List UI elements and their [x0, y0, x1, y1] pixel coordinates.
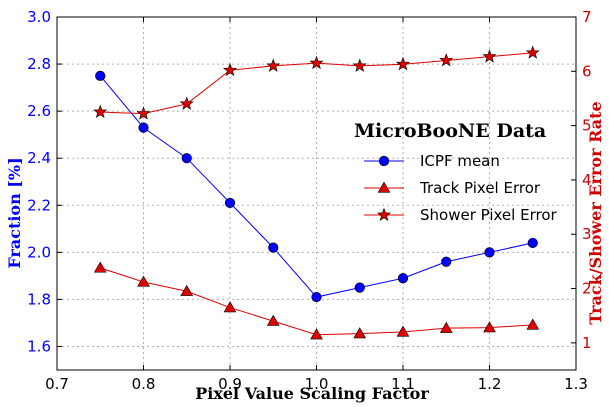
data-point [310, 328, 323, 340]
ticks-layer: 0.7 0.8 0.9 1.0 1.1 1.2 1.3 1.6 1.8 2.0 2.2 2.4 2.6 2… [27, 8, 591, 393]
data-point [179, 96, 194, 110]
data-point [439, 321, 453, 333]
series-shower-pixel-error [93, 45, 540, 120]
data-point [484, 247, 495, 258]
data-point [266, 58, 281, 72]
data-point [527, 237, 538, 249]
y-right-tick-label: 3 [582, 225, 592, 243]
data-point [136, 106, 151, 120]
y-right-tick-label: 1 [582, 334, 592, 352]
x-tick-label: 0.8 [132, 375, 156, 393]
legend-entry: ICPF mean [364, 152, 500, 170]
legend-label: ICPF mean [420, 152, 500, 170]
data-point [95, 70, 106, 81]
data-point [354, 282, 365, 293]
data-point [439, 53, 454, 67]
data-point [222, 62, 238, 77]
y-left-tick-label: 2.2 [27, 196, 51, 214]
y-left-tick-label: 1.8 [27, 290, 51, 308]
data-point [223, 301, 237, 313]
y-right-tick-label: 7 [582, 8, 592, 26]
data-point [266, 314, 280, 326]
data-point [352, 58, 367, 72]
y-axis-left-label: Fraction [%] [5, 157, 24, 268]
data-point [525, 45, 540, 59]
y-right-tick-label: 6 [582, 62, 592, 80]
data-point [482, 49, 497, 63]
y-left-tick-label: 2.8 [27, 55, 51, 73]
x-tick-label: 1.1 [391, 375, 415, 393]
data-point [309, 55, 324, 70]
y-left-tick-label: 2.0 [27, 243, 51, 261]
data-point [353, 327, 367, 339]
data-point [396, 325, 410, 337]
x-tick-label: 0.9 [218, 375, 242, 393]
y-left-tick-label: 1.6 [27, 337, 51, 355]
series-layer [93, 45, 540, 340]
legend-entry: Shower Pixel Error [364, 206, 557, 224]
x-tick-label: 1.3 [564, 375, 588, 393]
data-point [268, 242, 279, 253]
data-point [397, 273, 409, 284]
data-point [93, 104, 108, 119]
x-axis-label: Pixel Value Scaling Factor [195, 384, 429, 403]
legend: MicroBooNE Data ICPF mean Track Pixel Err… [354, 120, 557, 224]
y-left-tick-label: 3.0 [27, 8, 51, 26]
series-icpf-mean [95, 70, 538, 303]
data-point [93, 261, 107, 273]
data-point [138, 122, 149, 133]
x-tick-label: 1.0 [305, 375, 329, 393]
data-point [441, 256, 452, 267]
data-point [311, 291, 322, 303]
y-left-tick-label: 2.4 [27, 149, 51, 167]
legend-entries: ICPF mean Track Pixel Error Shower Pixel E… [364, 152, 557, 224]
legend-title: MicroBooNE Data [354, 120, 546, 142]
data-point [224, 197, 236, 209]
y-right-tick-label: 5 [582, 117, 592, 135]
legend-marker [377, 181, 391, 193]
y-right-tick-label: 2 [582, 280, 592, 298]
legend-marker [378, 155, 390, 167]
legend-entry: Track Pixel Error [364, 179, 541, 197]
legend-label: Track Pixel Error [419, 179, 541, 197]
series-track-pixel-error [93, 261, 540, 340]
data-point [180, 284, 194, 296]
y-axis-right-label: Track/Shower Error Rate [586, 101, 605, 324]
y-right-tick-label: 4 [582, 171, 592, 189]
x-tick-label: 1.2 [478, 375, 502, 393]
data-point [483, 321, 496, 333]
legend-marker [376, 207, 392, 221]
data-point [395, 56, 411, 71]
legend-label: Shower Pixel Error [420, 206, 557, 224]
data-point [526, 318, 540, 330]
data-point [137, 275, 150, 287]
data-point [181, 153, 192, 164]
y-left-tick-label: 2.6 [27, 102, 51, 120]
x-tick-label: 0.7 [45, 375, 69, 393]
